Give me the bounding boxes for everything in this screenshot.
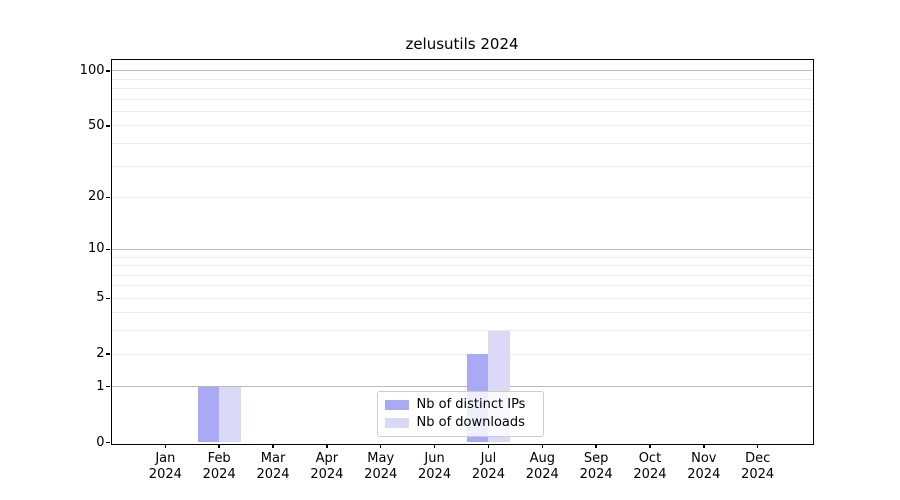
- x-tick: [272, 444, 274, 448]
- minor-gridline: [111, 297, 812, 299]
- x-tick-label-line: Sep: [583, 450, 609, 466]
- x-tick-label-line: 2024: [364, 466, 398, 482]
- chart-title: zelusutils 2024: [405, 35, 519, 53]
- major-gridline: [111, 248, 812, 250]
- x-tick-label-jan: Jan 2024: [135, 451, 195, 483]
- x-tick-label-dec: Dec 2024: [728, 451, 788, 483]
- x-tick-label-line: 2024: [579, 466, 613, 482]
- x-tick-label-line: 2024: [687, 466, 721, 482]
- x-tick-label-line: 2024: [202, 466, 236, 482]
- minor-gridline: [111, 98, 812, 100]
- x-tick-label-line: Jul: [480, 450, 497, 466]
- legend-label: Nb of downloads: [416, 414, 525, 430]
- x-tick-label-aug: Aug 2024: [512, 451, 572, 483]
- x-tick-label-line: 2024: [741, 466, 775, 482]
- y-tick-label: 0: [96, 434, 105, 450]
- legend-swatch-nb-of-distinct-ips: [384, 399, 409, 410]
- y-tick-label: 10: [87, 241, 105, 257]
- legend-label: Nb of distinct IPs: [416, 396, 526, 412]
- minor-gridline: [111, 312, 812, 314]
- x-tick: [379, 444, 382, 448]
- y-tick-label: 1: [96, 378, 105, 394]
- y-tick-label: 100: [79, 62, 105, 78]
- x-tick-label-line: 2024: [148, 466, 182, 482]
- bar-nb-of-downloads-feb-2024: [219, 386, 241, 443]
- x-tick-label-line: Jan: [155, 450, 176, 466]
- y-tick: [105, 441, 110, 444]
- y-tick-label: 20: [87, 189, 105, 205]
- x-tick-label-sep: Sep 2024: [566, 451, 626, 483]
- minor-gridline: [111, 78, 812, 80]
- minor-gridline: [111, 125, 812, 127]
- x-tick-label-line: 2024: [418, 466, 452, 482]
- x-tick-label-line: Mar: [260, 450, 286, 466]
- x-tick-label-line: 2024: [256, 466, 290, 482]
- x-tick: [541, 444, 544, 448]
- bar-nb-of-distinct-ips-feb-2024: [197, 386, 220, 443]
- y-tick-label: 2: [96, 346, 105, 362]
- x-tick: [595, 444, 597, 448]
- x-tick: [703, 444, 705, 448]
- minor-gridline: [111, 111, 812, 113]
- minor-gridline: [111, 330, 812, 332]
- major-gridline: [111, 70, 812, 72]
- minor-gridline: [111, 88, 812, 90]
- legend: Nb of distinct IPs Nb of downloads: [376, 390, 544, 437]
- plot-area: Nb of distinct IPs Nb of downloads 0 1 2 5 10…: [80, 58, 814, 482]
- x-tick-label-line: Oct: [638, 450, 662, 466]
- x-tick: [218, 444, 220, 448]
- x-tick-label-jun: Jun 2024: [405, 451, 465, 483]
- y-tick-label: 50: [87, 117, 105, 133]
- x-tick: [756, 444, 759, 448]
- minor-gridline: [111, 274, 812, 276]
- x-tick-label-line: May: [367, 450, 395, 466]
- minor-gridline: [111, 196, 812, 198]
- x-tick-label-line: Feb: [207, 450, 231, 466]
- x-tick-label-line: Aug: [529, 450, 555, 466]
- major-gridline: [111, 386, 812, 388]
- x-tick: [433, 444, 436, 448]
- x-tick-label-line: 2024: [525, 466, 559, 482]
- x-tick-label-line: Apr: [315, 450, 339, 466]
- x-tick: [487, 444, 490, 448]
- x-tick-label-apr: Apr 2024: [297, 451, 357, 483]
- x-tick: [164, 444, 167, 448]
- legend-swatch-nb-of-downloads: [384, 417, 409, 428]
- x-tick-label-line: 2024: [633, 466, 667, 482]
- legend-item-nb-of-downloads: Nb of downloads: [384, 414, 536, 432]
- y-tick: [105, 248, 110, 251]
- minor-gridline: [111, 285, 812, 287]
- x-tick-label-line: Nov: [691, 450, 717, 466]
- y-tick-label: 5: [96, 290, 105, 306]
- y-tick: [105, 297, 110, 299]
- minor-gridline: [111, 353, 812, 355]
- x-tick: [649, 444, 651, 448]
- x-tick-label-mar: Mar 2024: [243, 451, 303, 483]
- x-tick-label-line: 2024: [471, 466, 505, 482]
- y-tick: [105, 353, 110, 355]
- x-tick-label-line: 2024: [310, 466, 344, 482]
- y-tick: [105, 70, 110, 72]
- minor-gridline: [111, 143, 812, 145]
- y-tick: [105, 196, 110, 199]
- x-tick-label-line: Dec: [745, 450, 771, 466]
- y-tick: [105, 385, 110, 388]
- minor-gridline: [111, 256, 812, 258]
- x-tick-label-oct: Oct 2024: [620, 451, 680, 483]
- x-tick: [326, 444, 328, 448]
- minor-gridline: [111, 265, 812, 267]
- x-tick-label-nov: Nov 2024: [674, 451, 734, 483]
- legend-item-nb-of-distinct-ips: Nb of distinct IPs: [384, 396, 536, 414]
- minor-gridline: [111, 165, 812, 167]
- x-tick-label-jul: Jul 2024: [458, 451, 518, 483]
- x-tick-label-feb: Feb 2024: [189, 451, 249, 483]
- x-tick-label-may: May 2024: [351, 451, 411, 483]
- x-tick-label-line: Jun: [424, 450, 445, 466]
- y-tick: [105, 125, 110, 127]
